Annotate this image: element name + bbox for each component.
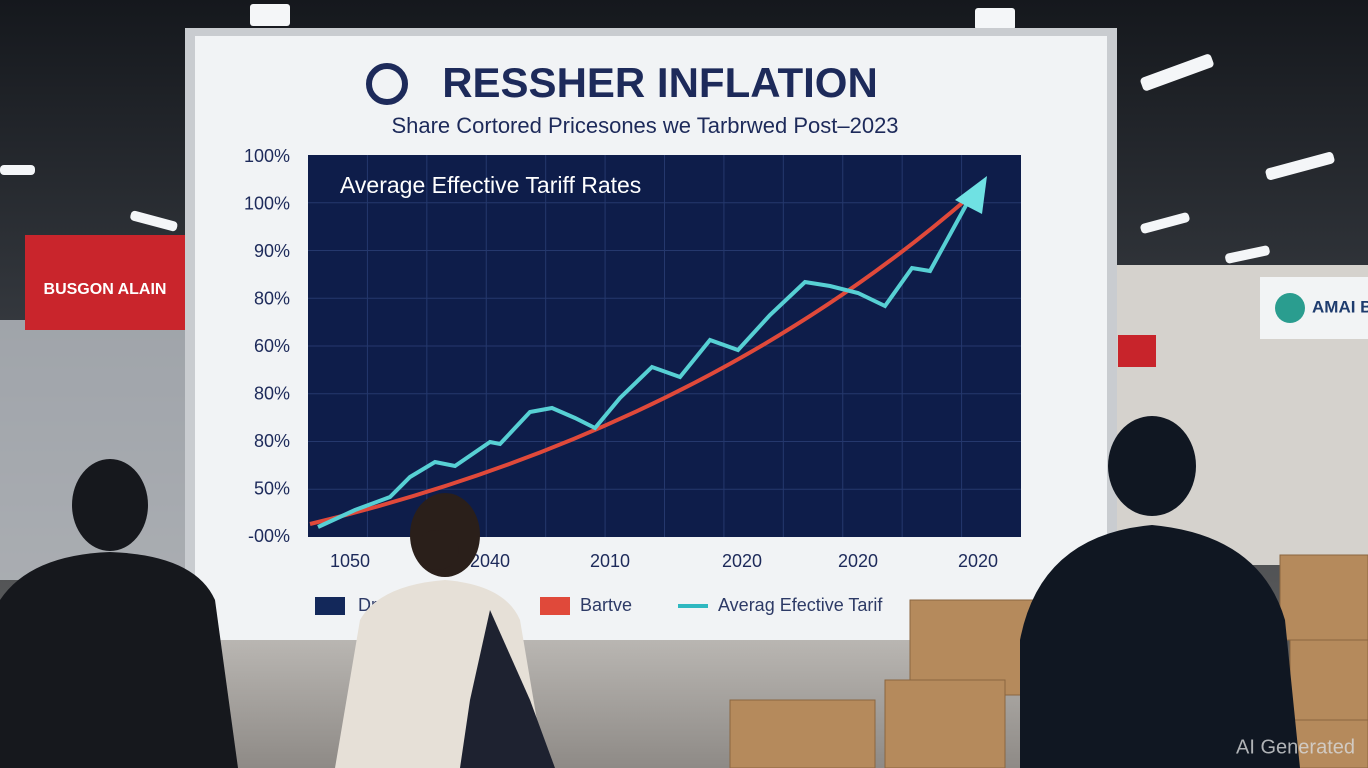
arrow-head <box>955 176 987 214</box>
sign-logo <box>1275 293 1305 323</box>
x-label: 2040 <box>470 551 510 571</box>
y-label: 80% <box>254 431 290 451</box>
legend-swatch-red <box>540 597 570 615</box>
x-label: 2010 <box>590 551 630 571</box>
subtitle: Share Cortored Pricesones we Tarbrwed Po… <box>391 113 898 138</box>
person-woman <box>335 493 555 768</box>
x-label: 1050 <box>330 551 370 571</box>
y-label: -00% <box>248 526 290 546</box>
sign-left <box>25 235 185 330</box>
y-label: 90% <box>254 241 290 261</box>
watermark: AI Generated <box>1236 736 1355 758</box>
person-right <box>1020 416 1300 768</box>
y-label: 60% <box>254 336 290 356</box>
sign-right-text: AMAI BUSC <box>1312 297 1368 316</box>
small-sign <box>1118 335 1156 367</box>
chart-heading: Average Effective Tariff Rates <box>340 172 641 198</box>
sign-left-text: BUSGON ALAIN <box>44 281 167 298</box>
x-label: 2020 <box>838 551 878 571</box>
person-left <box>0 459 238 768</box>
y-label: 80% <box>254 383 290 403</box>
title: RESSHER INFLATION <box>442 59 878 106</box>
labels: 100% 100% 90% 80% 60% 80% 80% 50% -00% 1050 2040 20… <box>244 146 998 571</box>
boxes <box>729 554 1368 768</box>
y-label: 100% <box>244 193 290 213</box>
red-line <box>309 196 970 526</box>
y-label: 100% <box>244 146 290 166</box>
y-label: 80% <box>254 288 290 308</box>
legend-swatch-dark <box>315 597 345 615</box>
x-label: 2020 <box>722 551 762 571</box>
legend-label: Averag Efective Tarif <box>718 595 883 615</box>
y-label: 50% <box>254 478 290 498</box>
title-logo <box>366 63 408 105</box>
cyan-line <box>317 197 972 529</box>
ceiling-lights <box>0 4 1335 264</box>
legend-label: Bartve <box>580 595 632 615</box>
x-label: 2020 <box>958 551 998 571</box>
